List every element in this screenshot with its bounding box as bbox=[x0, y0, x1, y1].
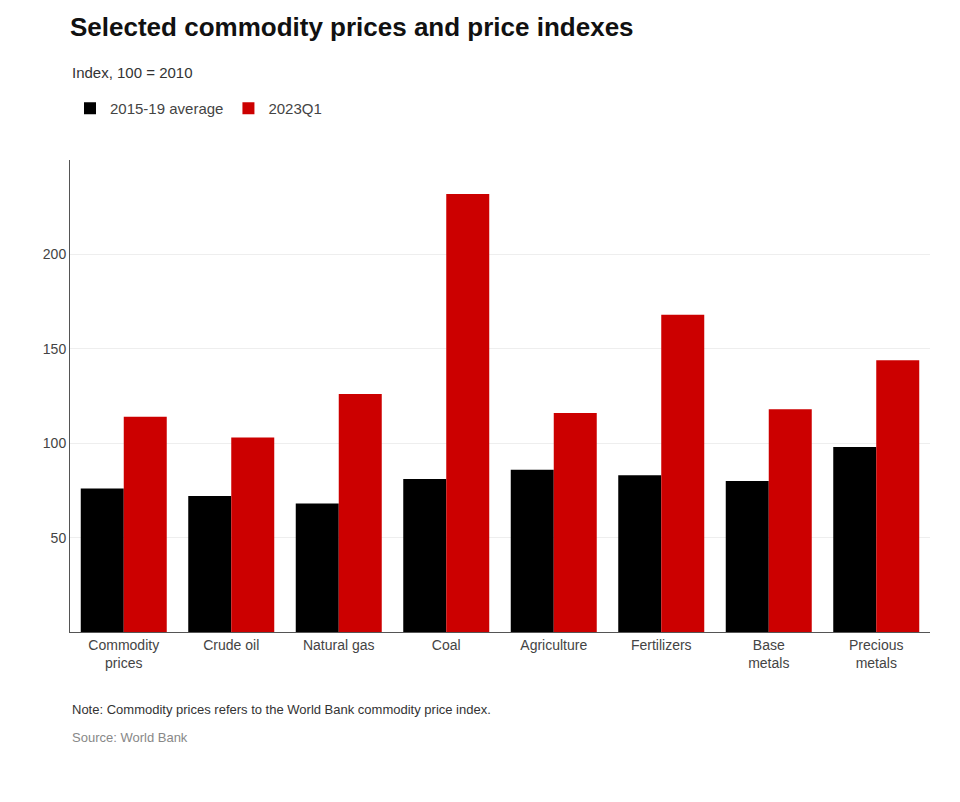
svg-text:Index, 100 = 2010: Index, 100 = 2010 bbox=[72, 64, 193, 81]
svg-text:150: 150 bbox=[43, 341, 67, 357]
svg-text:Fertilizers: Fertilizers bbox=[631, 637, 692, 653]
svg-text:Agriculture: Agriculture bbox=[520, 637, 587, 653]
svg-text:Coal: Coal bbox=[432, 637, 461, 653]
svg-text:Crude oil: Crude oil bbox=[203, 637, 259, 653]
svg-text:Basemetals: Basemetals bbox=[748, 637, 789, 671]
svg-text:2023Q1: 2023Q1 bbox=[268, 100, 321, 117]
svg-text:200: 200 bbox=[43, 246, 67, 262]
svg-text:50: 50 bbox=[51, 530, 67, 546]
svg-text:100: 100 bbox=[43, 435, 67, 451]
svg-text:Natural gas: Natural gas bbox=[303, 637, 375, 653]
svg-text:2015-19 average: 2015-19 average bbox=[110, 100, 223, 117]
svg-text:Note: Commodity prices refers: Note: Commodity prices refers to the Wor… bbox=[72, 702, 491, 717]
svg-text:Commodityprices: Commodityprices bbox=[88, 637, 159, 671]
svg-text:Source: World Bank: Source: World Bank bbox=[72, 730, 188, 745]
svg-text:Preciousmetals: Preciousmetals bbox=[849, 637, 903, 671]
svg-text:Selected commodity prices and: Selected commodity prices and price inde… bbox=[70, 12, 634, 42]
